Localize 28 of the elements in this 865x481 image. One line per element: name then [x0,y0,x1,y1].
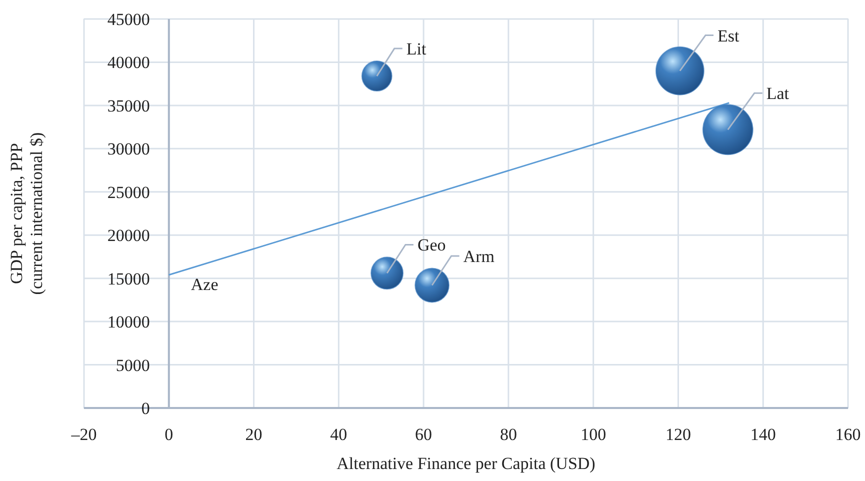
x-tick-label: 80 [500,425,517,444]
y-axis-title: GDP per capita, PPP (current international $) [7,132,46,295]
annotation: Arm [463,246,494,266]
y-tick-label: 20000 [107,226,150,246]
y-tick-label: 40000 [107,53,150,72]
x-tick-label: 0 [164,425,174,444]
annotation: Lit [406,40,426,59]
y-tick-label: 15000 [107,269,150,288]
x-tick-label: 20 [245,425,262,444]
x-tick-label: –20 [70,425,97,444]
annotation: Est [718,26,740,46]
annotation: Geo [417,236,446,255]
y-tick-label: 10000 [107,312,150,332]
annotation: Aze [190,274,218,294]
x-tick-label: 100 [580,425,606,444]
y-tick-label: 45000 [107,10,150,29]
x-axis-title: Alternative Finance per Capita (USD) [336,454,596,473]
y-tick-label: 30000 [107,140,150,159]
x-tick-label: 60 [415,425,432,444]
y-tick-label: 0 [141,399,150,418]
x-tick-label: 160 [835,425,861,444]
x-tick-label: 140 [750,425,776,444]
y-tick-label: 5000 [116,356,150,375]
y-tick-label: 25000 [107,182,150,202]
y-tick-label: 35000 [107,96,150,116]
x-tick-label: 40 [330,425,348,444]
x-tick-label: 120 [665,425,691,444]
annotation: Lat [766,84,790,104]
